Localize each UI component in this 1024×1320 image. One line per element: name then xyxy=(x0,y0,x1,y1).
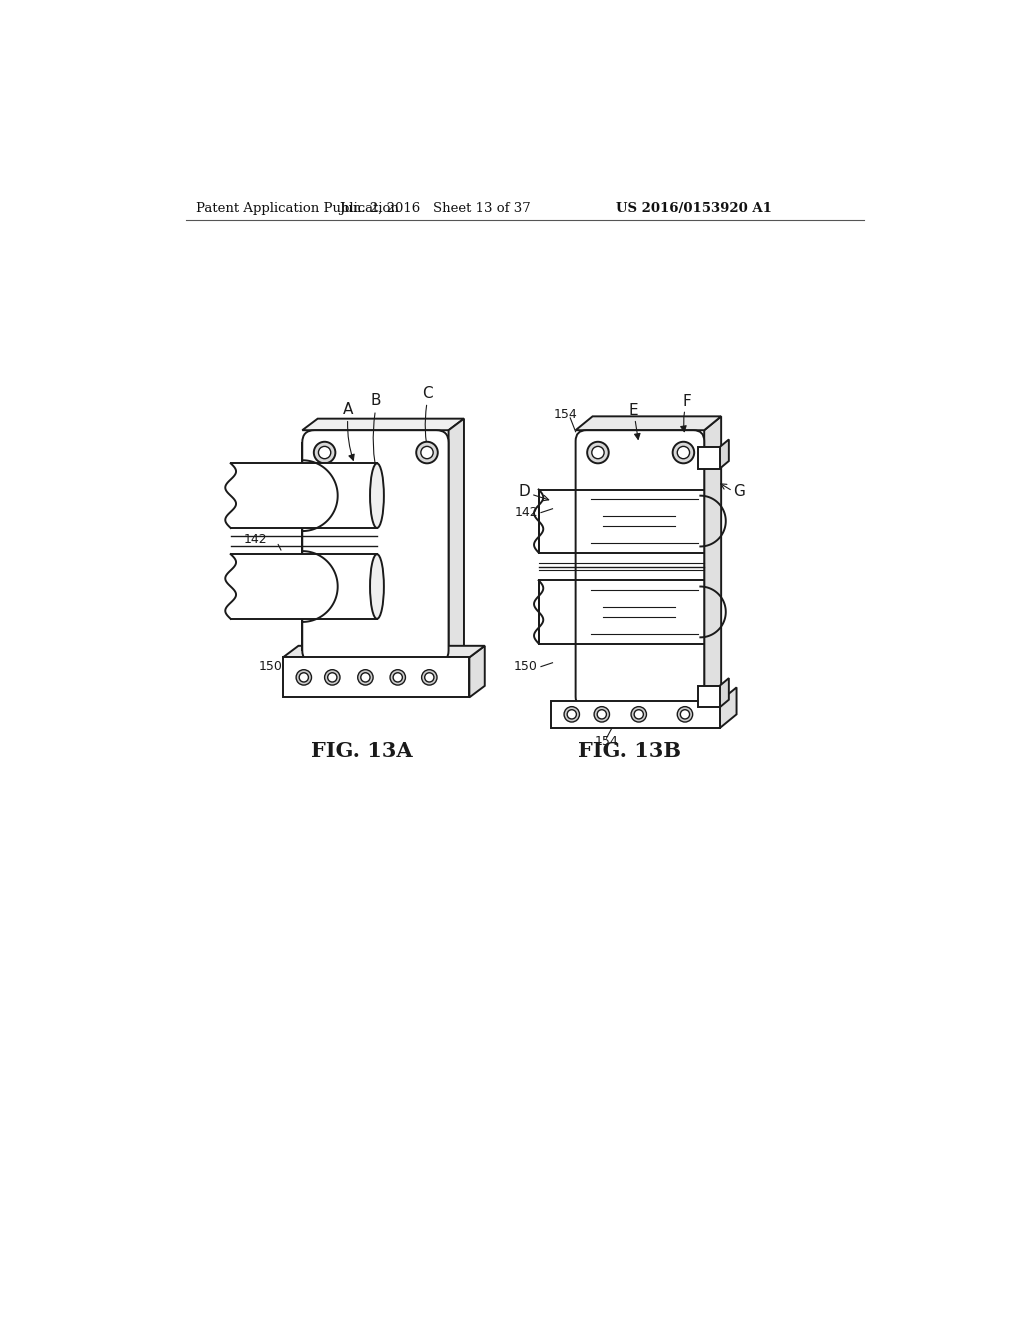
Circle shape xyxy=(597,710,606,719)
Text: FIG. 13B: FIG. 13B xyxy=(578,742,681,762)
Circle shape xyxy=(587,442,608,463)
Text: 150: 150 xyxy=(514,660,538,673)
Polygon shape xyxy=(283,645,484,657)
Circle shape xyxy=(594,706,609,722)
Circle shape xyxy=(677,706,692,722)
Text: C: C xyxy=(422,385,432,401)
Circle shape xyxy=(564,706,580,722)
Text: 154: 154 xyxy=(595,735,618,748)
Circle shape xyxy=(677,446,689,459)
Circle shape xyxy=(325,669,340,685)
Text: D: D xyxy=(519,483,530,499)
Circle shape xyxy=(592,446,604,459)
Text: B: B xyxy=(370,393,381,408)
Circle shape xyxy=(631,706,646,722)
Text: FIG. 13A: FIG. 13A xyxy=(310,742,413,762)
Circle shape xyxy=(425,673,434,682)
Circle shape xyxy=(567,710,577,719)
FancyBboxPatch shape xyxy=(302,430,449,663)
Circle shape xyxy=(673,442,694,463)
Polygon shape xyxy=(469,645,484,697)
Circle shape xyxy=(360,673,370,682)
Circle shape xyxy=(421,446,433,459)
Polygon shape xyxy=(302,418,464,430)
Bar xyxy=(698,686,720,708)
Circle shape xyxy=(313,442,336,463)
Polygon shape xyxy=(705,416,721,708)
Text: 150: 150 xyxy=(259,660,283,673)
Text: Jun. 2, 2016   Sheet 13 of 37: Jun. 2, 2016 Sheet 13 of 37 xyxy=(339,202,530,215)
Text: E: E xyxy=(629,404,638,418)
Circle shape xyxy=(393,673,402,682)
Circle shape xyxy=(416,442,438,463)
FancyBboxPatch shape xyxy=(575,430,705,708)
Text: 154: 154 xyxy=(554,408,578,421)
Text: G: G xyxy=(733,483,744,499)
Bar xyxy=(230,554,377,619)
Text: Patent Application Publication: Patent Application Publication xyxy=(196,202,399,215)
Polygon shape xyxy=(720,440,729,469)
Text: 142: 142 xyxy=(244,533,267,546)
Circle shape xyxy=(422,669,437,685)
Polygon shape xyxy=(449,418,464,663)
Circle shape xyxy=(634,710,643,719)
Circle shape xyxy=(296,669,311,685)
Bar xyxy=(698,447,720,469)
Ellipse shape xyxy=(370,463,384,528)
Circle shape xyxy=(318,446,331,459)
Ellipse shape xyxy=(370,554,384,619)
Circle shape xyxy=(299,673,308,682)
Circle shape xyxy=(328,673,337,682)
Bar xyxy=(230,463,377,528)
Circle shape xyxy=(357,669,373,685)
Circle shape xyxy=(680,710,689,719)
Text: F: F xyxy=(682,395,691,409)
Polygon shape xyxy=(720,688,736,729)
Circle shape xyxy=(390,669,406,685)
Polygon shape xyxy=(720,678,729,708)
Text: US 2016/0153920 A1: US 2016/0153920 A1 xyxy=(615,202,771,215)
Bar xyxy=(283,657,469,697)
Text: 142: 142 xyxy=(514,506,538,519)
Text: A: A xyxy=(342,401,353,417)
Polygon shape xyxy=(575,416,721,430)
Bar xyxy=(551,701,720,729)
